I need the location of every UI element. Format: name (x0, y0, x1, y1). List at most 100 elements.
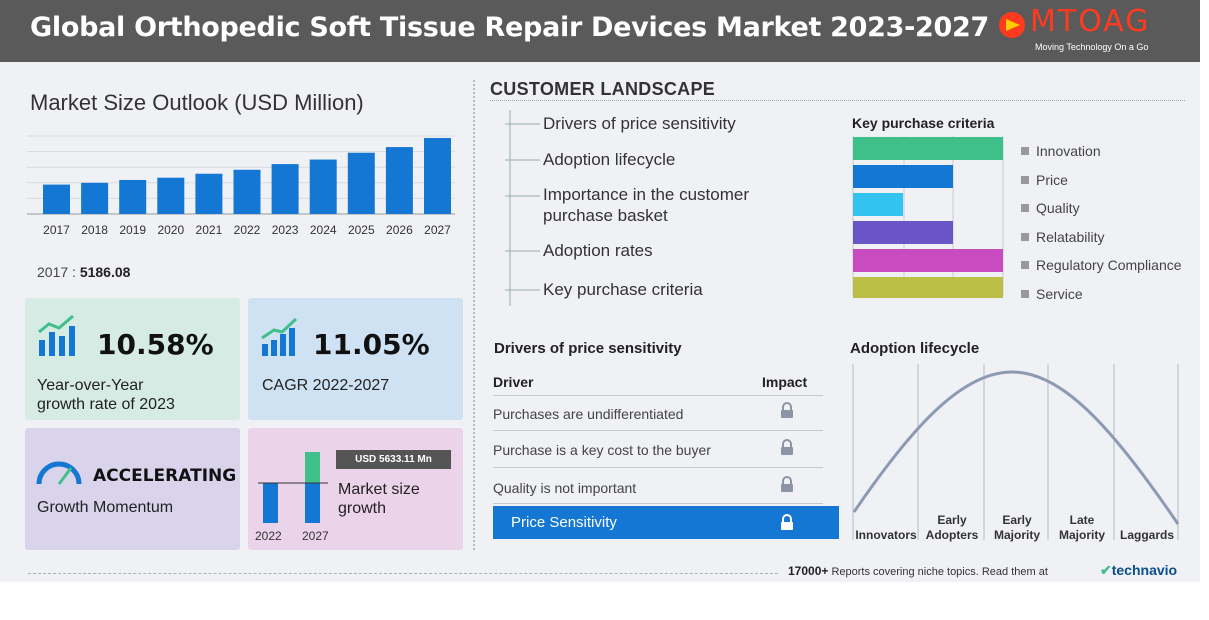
stage-early-adopters: Early Adopters (919, 513, 985, 543)
kpc-bar-quality (853, 193, 903, 216)
landscape-tree-lines (505, 110, 540, 306)
legend-swatch-icon (1021, 289, 1029, 298)
technavio-icon: ✔ (1100, 562, 1112, 578)
table-row: Purchase is a key cost to the buyer (493, 442, 823, 458)
stage-label: Adopters (925, 528, 979, 542)
tick-label: 2017 (43, 223, 70, 237)
yoy-label-1: Year-over-Year (37, 377, 144, 394)
bar-2027 (424, 138, 451, 214)
kpc-bar-price (853, 165, 953, 188)
stage-label: Majority (1058, 528, 1105, 542)
stage-label: Laggards (1119, 528, 1174, 542)
kpc-title: Key purchase criteria (852, 115, 995, 131)
landscape-item-adoption-lifecycle: Adoption lifecycle (543, 150, 676, 169)
lock-icon (781, 402, 793, 418)
incremental-bars-icon (258, 452, 328, 523)
table-divider (493, 430, 823, 431)
stage-label: Early (1002, 513, 1032, 527)
growth-momentum-card: ACCELERATING Growth Momentum (25, 428, 240, 550)
kpc-legend-item: Price (1021, 172, 1068, 188)
table-divider (493, 503, 823, 504)
kpc-legend-label: Service (1036, 285, 1083, 302)
logo-tagline: Moving Technology On a Go (1035, 42, 1149, 52)
technavio-label: technavio (1111, 562, 1178, 578)
table-header-impact: Impact (762, 374, 808, 390)
market-size-title: Market Size Outlook (USD Million) (30, 90, 364, 115)
cagr-value: 11.05% (313, 328, 430, 361)
landscape-item-importance: Importance in the customer (543, 185, 749, 204)
technavio-link[interactable]: ✔technavio (1100, 562, 1177, 579)
bar-2017 (43, 184, 70, 214)
stage-label: Early (937, 513, 967, 527)
bar-2018 (81, 182, 109, 214)
kpc-legend-label: Relatability (1036, 228, 1105, 245)
tick-label: 2022 (234, 223, 261, 237)
kpc-legend-item: Quality (1021, 200, 1080, 216)
kpc-legend-item: Innovation (1021, 143, 1101, 159)
legend-swatch-icon (1021, 147, 1029, 155)
bar-2024 (309, 159, 337, 214)
tick-label: 2020 (157, 223, 184, 237)
tick-label: 2019 (119, 223, 146, 237)
landscape-item-importance-2: purchase basket (543, 206, 668, 225)
increment-year-end: 2027 (302, 529, 329, 543)
table-header-driver: Driver (493, 374, 534, 390)
base-year-value: 2017 : 5186.08 (37, 264, 130, 280)
yoy-label-2: growth rate of 2023 (37, 396, 175, 413)
kpc-bar-relatability (853, 221, 953, 244)
legend-swatch-icon (1021, 232, 1029, 241)
kpc-chart (852, 136, 1004, 298)
kpc-bar-regulatory-compliance (853, 249, 1003, 272)
cagr-chart-icon (261, 317, 298, 356)
section-divider (473, 80, 475, 550)
yoy-value: 10.58% (97, 328, 214, 361)
speedometer-icon (36, 461, 82, 485)
tick-label: 2026 (386, 223, 413, 237)
momentum-label: Growth Momentum (37, 499, 174, 516)
logo-mark-icon (999, 12, 1025, 38)
kpc-legend-label: Regulatory Compliance (1036, 257, 1182, 273)
bar-2020 (157, 177, 185, 214)
footer-divider (28, 573, 778, 574)
lock-icon (781, 514, 793, 530)
table-divider (493, 395, 823, 396)
stage-label: Majority (993, 528, 1040, 542)
kpc-bar-innovation (853, 137, 1003, 160)
stage-early-majority: Early Majority (985, 513, 1049, 543)
page-title: Global Orthopedic Soft Tissue Repair Dev… (30, 12, 989, 43)
kpc-legend-item: Relatability (1021, 229, 1104, 245)
cagr-label: CAGR 2022-2027 (262, 377, 390, 394)
bar-2023 (271, 164, 299, 214)
header-bar: Global Orthopedic Soft Tissue Repair Dev… (0, 0, 1200, 62)
landscape-item-adoption-rates: Adoption rates (543, 241, 653, 260)
logo-text: MTOAG (1030, 4, 1151, 39)
driver-text: Purchases are undifferentiated (493, 406, 684, 422)
market-size-chart: 2017 2018 2019 2020 2021 2022 2023 2024 2025 2026… (27, 135, 455, 237)
bar-2025 (347, 152, 375, 214)
increment-label-1: Market size (338, 481, 420, 498)
bar-2022 (233, 169, 261, 214)
kpc-legend-label: Innovation (1036, 143, 1101, 159)
brand-logo: MTOAG Moving Technology On a Go (985, 0, 1200, 62)
footer-text: Reports covering niche topics. Read them… (831, 566, 1048, 578)
adoption-curve-chart (852, 364, 1180, 540)
lock-icon (781, 439, 793, 455)
table-divider (493, 467, 823, 468)
stage-laggards: Laggards (1115, 528, 1179, 543)
table-row: Purchases are undifferentiated (493, 406, 823, 422)
legend-swatch-icon (1021, 175, 1029, 184)
adoption-curve (852, 370, 1180, 525)
tick-label: 2021 (196, 223, 223, 237)
tick-label: 2027 (424, 223, 451, 237)
kpc-legend-item: Service (1021, 286, 1083, 302)
bar-2019 (119, 179, 147, 214)
stage-label: Innovators (855, 528, 917, 542)
momentum-value: ACCELERATING (93, 466, 237, 486)
footer-note: 17000+ Reports covering niche topics. Re… (788, 564, 1048, 578)
landscape-item-price-sensitivity: Drivers of price sensitivity (543, 114, 736, 133)
cagr-card: 11.05% CAGR 2022-2027 (248, 298, 463, 420)
tick-label: 2025 (348, 223, 375, 237)
customer-landscape-title: CUSTOMER LANDSCAPE (490, 79, 716, 99)
tick-label: 2024 (310, 223, 337, 237)
report-count: 17000+ (788, 564, 829, 578)
